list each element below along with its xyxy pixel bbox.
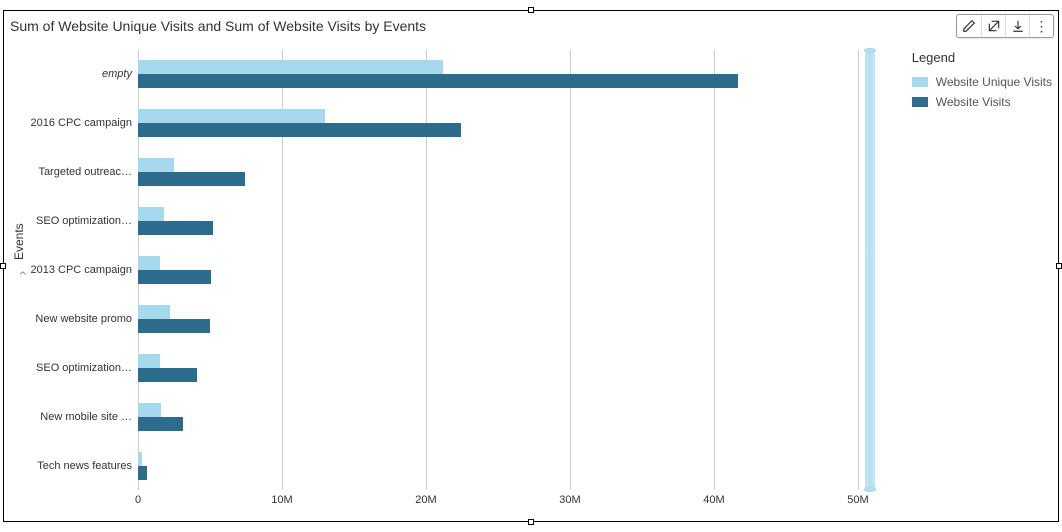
- bar-visits[interactable]: [138, 221, 213, 235]
- bar-visits[interactable]: [138, 270, 211, 284]
- chart-scrollbar[interactable]: [865, 50, 875, 490]
- x-tick-label: 0: [135, 494, 141, 506]
- bar-unique[interactable]: [138, 305, 170, 319]
- bar-unique[interactable]: [138, 207, 164, 221]
- legend-label: Website Visits: [936, 95, 1011, 109]
- bar-visits[interactable]: [138, 319, 210, 333]
- gridline: [858, 50, 859, 490]
- resize-handle-n[interactable]: [528, 7, 534, 13]
- category-label: SEO optimization…: [36, 215, 138, 227]
- download-button[interactable]: [1005, 15, 1029, 37]
- expand-button[interactable]: [981, 15, 1005, 37]
- bar-unique[interactable]: [138, 403, 161, 417]
- scrollbar-cap-top: [864, 48, 876, 53]
- category-label: empty: [102, 68, 138, 80]
- bar-visits[interactable]: [138, 123, 461, 137]
- x-tick-label: 30M: [559, 494, 580, 506]
- bar-visits[interactable]: [138, 466, 147, 480]
- menu-button[interactable]: ⋮: [1029, 15, 1053, 37]
- bar-unique[interactable]: [138, 109, 325, 123]
- chart-toolbar: ⋮: [956, 14, 1054, 38]
- category-label: 2013 CPC campaign: [30, 264, 138, 276]
- bar-unique[interactable]: [138, 158, 174, 172]
- category-label: SEO optimization…: [36, 362, 138, 374]
- scrollbar-cap-bottom: [864, 487, 876, 492]
- x-tick-label: 50M: [847, 494, 868, 506]
- x-tick-label: 40M: [703, 494, 724, 506]
- bar-unique[interactable]: [138, 452, 142, 466]
- edit-button[interactable]: [957, 15, 981, 37]
- category-label: Targeted outreac…: [38, 166, 138, 178]
- gridline: [714, 50, 715, 490]
- category-label: Tech news features: [37, 460, 138, 472]
- y-axis-label: Events: [12, 223, 26, 260]
- category-label: New website promo: [35, 313, 138, 325]
- legend-label: Website Unique Visits: [936, 75, 1052, 89]
- x-tick-label: 10M: [271, 494, 292, 506]
- chevron-down-icon[interactable]: ›: [13, 271, 29, 276]
- gridline: [570, 50, 571, 490]
- legend-swatch: [912, 97, 928, 107]
- plot-area: 010M20M30M40M50Mempty2016 CPC campaignTa…: [138, 50, 858, 490]
- bar-unique[interactable]: [138, 256, 160, 270]
- bar-unique[interactable]: [138, 60, 443, 74]
- resize-handle-e[interactable]: [1056, 263, 1062, 269]
- resize-handle-s[interactable]: [528, 519, 534, 525]
- resize-handle-w[interactable]: [0, 263, 6, 269]
- bar-unique[interactable]: [138, 354, 160, 368]
- legend-swatch: [912, 77, 928, 87]
- bar-visits[interactable]: [138, 417, 183, 431]
- bar-visits[interactable]: [138, 172, 245, 186]
- category-label: New mobile site …: [40, 411, 138, 423]
- x-tick-label: 20M: [415, 494, 436, 506]
- legend-title: Legend: [912, 50, 1052, 65]
- bar-visits[interactable]: [138, 368, 197, 382]
- category-label: 2016 CPC campaign: [30, 117, 138, 129]
- legend-item[interactable]: Website Visits: [912, 95, 1052, 109]
- gridline: [426, 50, 427, 490]
- chart-title: Sum of Website Unique Visits and Sum of …: [10, 18, 426, 34]
- legend: Legend Website Unique Visits Website Visi…: [912, 50, 1052, 115]
- legend-item[interactable]: Website Unique Visits: [912, 75, 1052, 89]
- bar-visits[interactable]: [138, 74, 738, 88]
